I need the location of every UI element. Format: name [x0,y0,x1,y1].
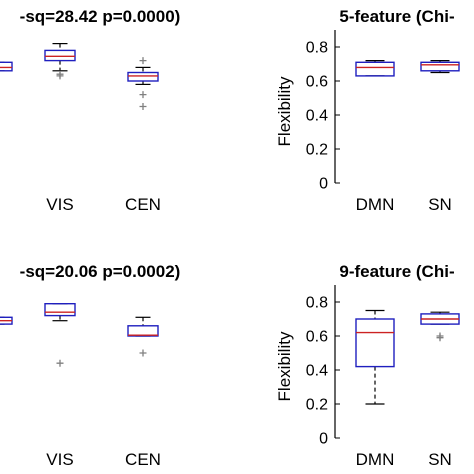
x-category-label: CEN [125,195,161,214]
y-axis-label: Flexibility [275,76,294,146]
outlier-point [56,70,64,78]
y-tick-label: 0.6 [306,74,328,91]
chart-title: -sq=28.42 p=0.0000) [20,7,181,26]
box-iqr [0,61,13,72]
chart-title: 5-feature (Chi- [339,7,454,26]
outlier-point [139,91,147,99]
x-category-label: SN [428,450,452,469]
outlier-point [139,57,147,65]
box-iqr [44,303,76,317]
box-iqr [355,318,395,368]
box-dmn: DMN [355,309,395,469]
box-dmn: DMN [355,59,395,214]
box-iqr [420,61,460,72]
box-sn: SN [420,311,460,469]
y-tick-label: 0 [319,176,328,193]
outlier-point [139,349,147,357]
box-vis: VIS [44,303,76,469]
y-tick-label: 0.6 [306,329,328,346]
box-iqr [127,71,159,82]
chart-panel-1: -sq=28.42 p=0.0000) VIS CEN [0,7,180,214]
box-iqr [355,61,395,77]
x-category-label: DMN [356,450,395,469]
chart-panel-3: -sq=20.06 p=0.0002) VIS CEN [0,262,180,469]
box-iqr [44,49,76,62]
box-cen: CEN [125,316,161,469]
box-cropped [0,61,13,72]
y-tick-label: 0.4 [306,108,328,125]
x-category-label: VIS [46,195,73,214]
y-axis-label: Flexibility [275,331,294,401]
chart-title: -sq=20.06 p=0.0002) [20,262,181,281]
x-category-label: CEN [125,450,161,469]
outlier-point [436,334,444,342]
box-sn: SN [420,59,460,214]
y-tick-label: 0.8 [306,295,328,312]
box-vis: VIS [44,42,76,214]
box-iqr [127,325,159,337]
y-tick-label: 0.4 [306,363,328,380]
chart-title: 9-feature (Chi- [339,262,454,281]
y-tick-label: 0.8 [306,40,328,57]
y-tick-label: 0.2 [306,397,328,414]
outlier-point [56,359,64,367]
chart-panel-2: 5-feature (Chi- 0 0.2 0.4 0.6 0.8 Flexibility D… [275,7,460,214]
outlier-point [139,103,147,110]
x-category-label: VIS [46,450,73,469]
y-tick-label: 0 [319,431,328,448]
box-cropped [0,316,13,325]
chart-panel-4: 9-feature (Chi- 0 0.2 0.4 0.6 0.8 Flexibility D… [275,262,460,469]
box-cen: CEN [125,57,161,214]
x-category-label: SN [428,195,452,214]
y-tick-label: 0.2 [306,142,328,159]
x-category-label: DMN [356,195,395,214]
